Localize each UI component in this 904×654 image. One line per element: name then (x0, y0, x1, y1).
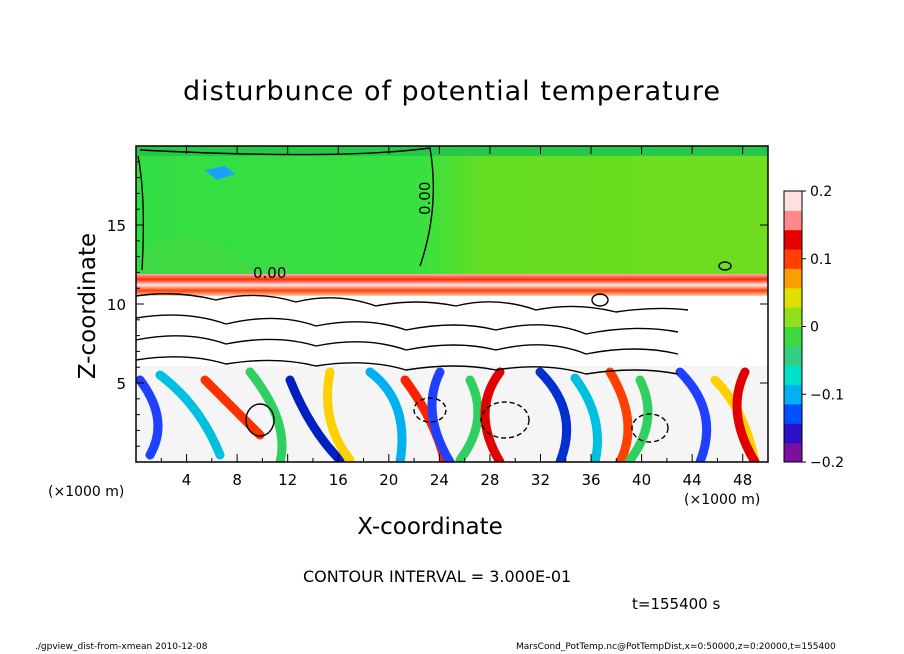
y-tick-label: 10 (107, 296, 126, 314)
heatmap-field (136, 146, 768, 462)
y-tick-label: 5 (116, 375, 126, 393)
colorbar-segment (784, 345, 802, 366)
colorbar-tick-label: 0.2 (810, 184, 832, 200)
colorbar-segment (784, 442, 802, 463)
y-tick-label: 15 (107, 217, 126, 235)
x-tick-label: 28 (480, 471, 499, 489)
contour-label-1: 0.00 (253, 264, 286, 282)
time-label: t=155400 s (632, 595, 721, 613)
colorbar-segment (784, 268, 802, 289)
colorbar-segment (784, 307, 802, 327)
x-tick-label: 44 (683, 471, 702, 489)
x-tick-label: 40 (632, 471, 651, 489)
colorbar-tick-label: 0.1 (810, 252, 832, 268)
footer-right: MarsCond_PotTemp.nc@PotTempDist,x=0:5000… (516, 642, 836, 652)
contour-label-2: 0.00 (416, 182, 434, 215)
x-tick-label: 20 (379, 471, 398, 489)
colorbar-segment (784, 191, 802, 211)
colorbar (784, 191, 802, 463)
colorbar-segment (784, 210, 802, 231)
colorbar-tick-label: 0 (810, 320, 819, 336)
colorbar-segment (784, 287, 802, 308)
x-tick-label: 32 (531, 471, 550, 489)
x-tick-label: 8 (232, 471, 242, 489)
chart-title: disturbunce of potential temperature (183, 76, 721, 107)
colorbar-tick-label: −0.2 (810, 455, 844, 471)
colorbar-segment (784, 365, 802, 386)
colorbar-segment (784, 249, 802, 269)
y-axis-ticks: 5 10 15 (107, 161, 768, 447)
colorbar-segment (784, 403, 802, 424)
x-tick-label: 4 (182, 471, 192, 489)
x-tick-label: 36 (581, 471, 600, 489)
colorbar-segment (784, 229, 802, 250)
x-axis-ticks: 4 8 12 16 20 24 28 32 36 40 44 48 (160, 146, 752, 489)
colorbar-segment (784, 384, 802, 405)
y-axis-label: Z-coordinate (75, 232, 101, 380)
footer-left: ./gpview_dist-from-xmean 2010-12-08 (35, 642, 208, 652)
x-tick-label: 12 (278, 471, 297, 489)
x-tick-label: 24 (430, 471, 449, 489)
x-tick-label: 16 (329, 471, 348, 489)
colorbar-segment (784, 423, 802, 444)
colorbar-tick-label: −0.1 (810, 387, 844, 403)
x-unit-left: (×1000 m) (48, 484, 125, 500)
contour-interval: CONTOUR INTERVAL = 3.000E-01 (303, 567, 572, 586)
x-tick-label: 48 (733, 471, 752, 489)
x-unit-right: (×1000 m) (684, 492, 761, 508)
x-axis-label: X-coordinate (357, 514, 503, 540)
colorbar-ticks: 0.2 0.1 0 −0.1 −0.2 (802, 184, 844, 471)
colorbar-segment (784, 326, 802, 347)
